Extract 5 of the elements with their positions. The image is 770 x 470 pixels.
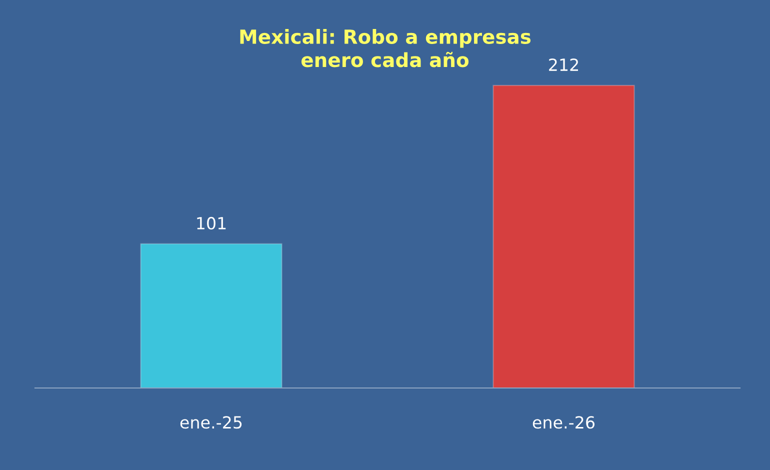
x-tick-label: ene.-25 [180, 416, 242, 429]
data-label: 101 [197, 216, 226, 230]
chart-title: Mexicali: Robo a empresas enero cada año [240, 28, 531, 68]
x-tick-label: ene.-26 [532, 416, 594, 429]
data-label: 212 [549, 58, 578, 71]
